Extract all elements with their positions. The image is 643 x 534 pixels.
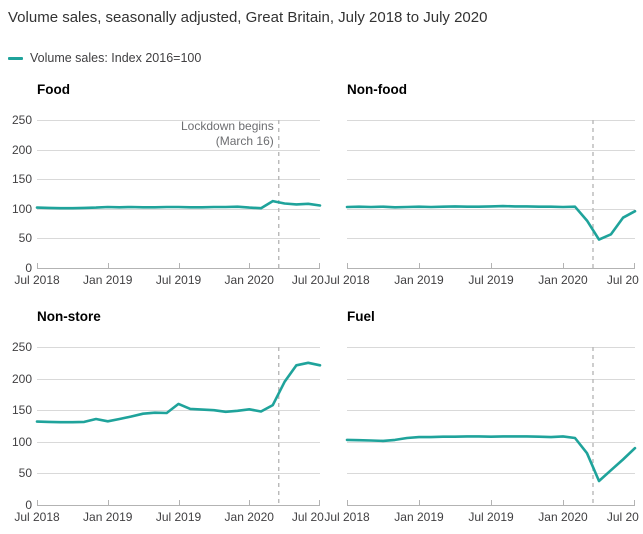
y-tick-label: 150	[11, 403, 32, 418]
y-tick-label: 250	[11, 340, 32, 354]
non-food-chart-svg	[345, 120, 637, 269]
non-store-series-line	[35, 361, 322, 424]
y-tick-label: 250	[11, 113, 32, 127]
x-tick-label: Jan 2020	[224, 273, 274, 287]
x-tick-label: Jul 2019	[468, 273, 514, 287]
panel-non-store: Non-store 0 50 100 150 200 250 Jul 2018 Jan 2019…	[8, 309, 324, 524]
non-food-series-line	[345, 204, 637, 241]
x-tick-label: Jul 2018	[14, 510, 60, 524]
x-axis-labels-non-store: Jul 2018 Jan 2019 Jul 2019 Jan 2020 Jul 20	[14, 510, 324, 524]
y-tick-label: 200	[11, 371, 32, 386]
lockdown-annotation: Lockdown begins (March 16)	[181, 119, 274, 149]
x-tick-label: Jul 2018	[14, 273, 60, 287]
x-tick-label: Jul 20	[606, 510, 639, 524]
x-tick-label: Jul 2019	[468, 510, 514, 524]
panel-food: Food 0 50 100 150 200 250 Lockdown begins (March…	[8, 82, 324, 287]
x-tick-label: Jul 2019	[155, 273, 202, 287]
legend-line-swatch	[8, 56, 23, 60]
chart-title: Volume sales, seasonally adjusted, Great…	[8, 9, 488, 26]
plot-area-non-store: 0 50 100 150 200 250	[12, 340, 322, 512]
y-tick-label: 50	[18, 231, 32, 246]
y-tick-label: 100	[11, 434, 32, 449]
plot-area-non-food	[345, 120, 637, 269]
food-chart-svg	[35, 120, 322, 269]
x-tick-label: Jul 2019	[155, 510, 202, 524]
fuel-series-line	[345, 435, 637, 483]
y-tick-label: 200	[11, 142, 32, 157]
x-tick-label: Jan 2020	[538, 273, 588, 287]
panel-title-food: Food	[37, 82, 70, 97]
food-series-line	[35, 199, 322, 210]
x-tick-label: Jul 20	[291, 510, 324, 524]
small-multiples-grid: Food 0 50 100 150 200 250 Lockdown begins (March…	[8, 82, 639, 524]
x-tick-label: Jan 2019	[83, 273, 133, 287]
plot-area-food: 0 50 100 150 200 250 Lockdown begins (March 16)	[12, 113, 322, 275]
x-tick-label: Jan 2019	[394, 273, 444, 287]
x-tick-label: Jan 2020	[224, 510, 274, 524]
panel-non-food: Non-food Jul 2018 Jan 2019 Jul 2019 Jan 2020…	[324, 82, 639, 287]
x-tick-label: Jan 2020	[538, 510, 588, 524]
legend: Volume sales: Index 2016=100	[8, 50, 635, 66]
x-axis-labels-food: Jul 2018 Jan 2019 Jul 2019 Jan 2020 Jul 20	[14, 273, 324, 287]
y-tick-label: 0	[25, 261, 32, 275]
x-tick-label: Jan 2019	[83, 510, 133, 524]
non-store-chart-svg	[35, 347, 322, 506]
panel-fuel: Fuel Jul 2018 Jan 2019 Jul 2019 Jan 2020 Jul …	[324, 309, 639, 524]
x-tick-label: Jul 20	[291, 273, 324, 287]
x-tick-label: Jul 2018	[324, 510, 370, 524]
legend-label: Volume sales: Index 2016=100	[30, 51, 202, 65]
y-tick-label: 100	[11, 201, 32, 216]
panel-title-non-store: Non-store	[37, 309, 101, 324]
x-tick-label: Jul 2018	[324, 273, 370, 287]
panel-title-fuel: Fuel	[347, 309, 375, 324]
lockdown-annotation-line2: (March 16)	[215, 134, 274, 148]
x-axis-labels-non-food: Jul 2018 Jan 2019 Jul 2019 Jan 2020 Jul 20	[324, 273, 639, 287]
x-tick-label: Jan 2019	[394, 510, 444, 524]
panel-title-non-food: Non-food	[347, 82, 407, 97]
lockdown-annotation-line1: Lockdown begins	[181, 119, 274, 133]
plot-area-fuel	[345, 347, 637, 506]
x-tick-label: Jul 20	[606, 273, 639, 287]
y-tick-label: 50	[18, 466, 32, 481]
y-tick-label: 150	[11, 172, 32, 187]
y-tick-label: 0	[25, 498, 32, 512]
fuel-chart-svg	[345, 347, 637, 506]
x-axis-labels-fuel: Jul 2018 Jan 2019 Jul 2019 Jan 2020 Jul 20	[324, 510, 639, 524]
